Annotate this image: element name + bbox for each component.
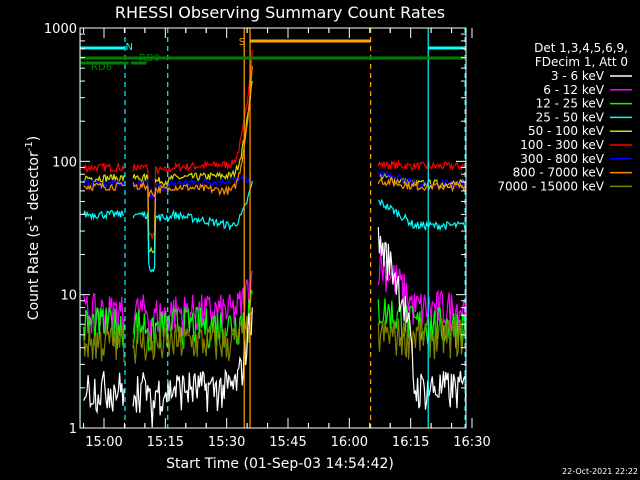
x-tick-label-2: 15:30	[208, 435, 245, 450]
series-line-7-seg1	[132, 66, 253, 198]
timestamp: 22-Oct-2021 22:22	[562, 467, 638, 476]
x-tick-label-5: 16:15	[392, 435, 429, 450]
series-line-0-seg2	[377, 226, 466, 410]
legend-label-5: 100 - 300 keV	[520, 138, 604, 152]
y-tick-label-3: 1000	[44, 22, 77, 37]
legend-label-2: 12 - 25 keV	[536, 97, 605, 111]
y-tick-label-2: 100	[52, 155, 77, 170]
series-line-8-seg1	[132, 311, 253, 364]
series-line-7-seg2	[377, 177, 466, 193]
y-tick-label-0: 1	[69, 422, 77, 437]
x-tick-label-1: 15:15	[147, 435, 184, 450]
axes: 1 10 100 1000 15:00 15:15 15:30 15:45 16:00 16:15…	[44, 22, 491, 450]
legend-header-0: Det 1,3,4,5,6,9,	[534, 41, 628, 55]
series-line-4-seg1	[132, 80, 253, 254]
series-line-4-seg0	[83, 173, 125, 184]
x-tick-label-6: 16:30	[453, 435, 490, 450]
legend-label-1: 6 - 12 keV	[543, 83, 605, 97]
legend-label-3: 25 - 50 keV	[536, 110, 605, 124]
y-axis-label: Count Rate (s-1 detector-1)	[24, 136, 42, 320]
series-line-3-seg0	[83, 210, 125, 221]
marker-bar-label-3: RD0	[139, 53, 160, 64]
plot-area: N S RD0 RD6	[80, 28, 466, 428]
legend-label-7: 800 - 7000 keV	[513, 166, 605, 180]
legend-header-1: FDecim 1, Att 0	[535, 55, 628, 69]
series-line-0-seg0	[83, 371, 125, 415]
series-line-3-seg1	[132, 180, 253, 273]
series-line-8-seg0	[83, 324, 125, 363]
legend-label-8: 7000 - 15000 keV	[497, 179, 604, 193]
series-line-1-seg1	[132, 270, 253, 343]
x-tick-label-4: 16:00	[331, 435, 368, 450]
chart-title: RHESSI Observing Summary Count Rates	[115, 3, 445, 22]
legend-label-4: 50 - 100 keV	[528, 124, 605, 138]
series-line-5-seg2	[377, 159, 466, 172]
y-tick-label-1: 10	[60, 289, 77, 304]
series-line-8-seg2	[377, 317, 466, 360]
marker-bar-label-4: RD6	[91, 62, 112, 73]
series-line-5-seg0	[83, 161, 125, 174]
x-tick-label-0: 15:00	[85, 435, 122, 450]
x-axis-label: Start Time (01-Sep-03 14:54:42)	[166, 456, 394, 472]
series-line-0-seg1	[132, 307, 253, 428]
marker-bar-label-2: S	[239, 37, 245, 48]
plot-frame	[79, 27, 467, 429]
series-line-2-seg0	[83, 307, 125, 350]
series-line-7-seg0	[83, 180, 125, 192]
marker-bar-label-0: N	[126, 42, 133, 53]
legend-label-0: 3 - 6 keV	[551, 69, 605, 83]
series-line-5-seg1	[132, 50, 253, 239]
legend-label-6: 300 - 800 keV	[520, 152, 604, 166]
legend: Det 1,3,4,5,6,9,FDecim 1, Att 03 - 6 keV…	[497, 41, 632, 193]
series-line-3-seg2	[377, 198, 466, 232]
series-line-2-seg1	[132, 289, 253, 354]
x-tick-label-3: 15:45	[269, 435, 306, 450]
